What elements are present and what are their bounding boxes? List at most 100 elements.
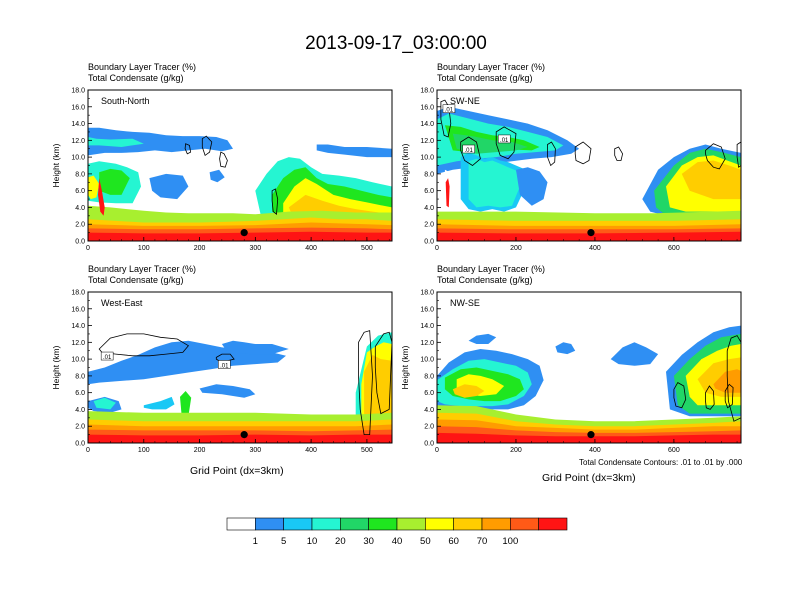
condensate-contour — [374, 331, 392, 415]
colorbar-swatch — [425, 517, 454, 531]
colorbar-swatch — [283, 517, 313, 531]
condensate-contour — [271, 188, 279, 215]
panel-2-title-condensate: Total Condensate (g/kg) — [437, 73, 533, 83]
colorbar-swatch — [481, 517, 511, 531]
colorbar-label: 5 — [281, 536, 287, 547]
y-tick-label: 18.0 — [71, 88, 85, 95]
condensate-contour — [736, 141, 741, 168]
colorbar-label: 50 — [420, 536, 431, 547]
y-tick-label: 16.0 — [420, 306, 434, 313]
y-tick-label: 8.0 — [424, 373, 434, 380]
y-tick-label: 18.0 — [71, 290, 85, 297]
condensate-contour — [726, 335, 741, 422]
condensate-contour — [184, 143, 192, 155]
panel-1-title-tracer: Boundary Layer Tracer (%) — [88, 62, 197, 72]
y-tick-label: 18.0 — [420, 290, 434, 297]
shaded-region — [209, 169, 225, 183]
shaded-region — [516, 167, 548, 206]
panel-west-east: .01 .01 0.0 2.0 4.0 6.0 8.0 10.0 12.0 14.0 16.0 18.… — [51, 290, 393, 454]
location-marker — [240, 229, 248, 237]
shaded-region — [316, 144, 392, 158]
x-tick-label: 200 — [510, 447, 522, 454]
y-tick-label: 16.0 — [71, 306, 85, 313]
y-tick-label: 6.0 — [424, 390, 434, 397]
shaded-region — [88, 434, 392, 443]
panel-1-title-condensate: Total Condensate (g/kg) — [88, 73, 184, 83]
shaded-region — [180, 391, 192, 417]
shaded-region — [99, 168, 130, 195]
contour-label-box — [218, 360, 231, 369]
x-tick-label: 100 — [138, 245, 150, 252]
contour-label-box — [442, 104, 456, 113]
x-tick-label: 0 — [86, 447, 90, 454]
x-tick-label: 0 — [435, 245, 439, 252]
y-tick-label: 6.0 — [75, 390, 85, 397]
y-tick-label: 2.0 — [424, 424, 434, 431]
condensate-contour — [215, 353, 235, 362]
figure-title: 2013-09-17_03:00:00 — [305, 33, 487, 54]
shaded-region — [452, 384, 485, 398]
condensate-contour — [724, 383, 734, 409]
contour-label-box — [462, 144, 475, 154]
panel-south-north: 0.0 2.0 4.0 6.0 8.0 10.0 12.0 14.0 16.0 18.0 0 100 2… — [51, 88, 393, 252]
panel-3-title-condensate: Total Condensate (g/kg) — [88, 275, 184, 285]
panel-nw-se: 0.0 2.0 4.0 6.0 8.0 10.0 12.0 14.0 16.0 18.0 0 200 4… — [400, 290, 742, 454]
y-tick-label: 0.0 — [75, 239, 85, 246]
y-axis-label: Height (km) — [400, 345, 410, 389]
condensate-contour — [705, 385, 715, 410]
x-tick-label: 400 — [589, 447, 601, 454]
condensate-contour — [460, 136, 481, 166]
x-tick-label: 0 — [435, 447, 439, 454]
condensate-contour — [440, 99, 452, 138]
shaded-region — [149, 173, 189, 200]
contour-label-box — [100, 351, 114, 361]
x-tick-label: 200 — [194, 447, 206, 454]
colorbar-swatch — [311, 517, 341, 531]
colorbar-label: 100 — [502, 536, 519, 547]
condensate-contour — [219, 151, 228, 168]
location-marker — [587, 229, 595, 237]
y-tick-label: 6.0 — [424, 188, 434, 195]
colorbar — [226, 517, 568, 531]
y-tick-label: 14.0 — [71, 121, 85, 128]
panel-3-title-tracer: Boundary Layer Tracer (%) — [88, 264, 197, 274]
colorbar-swatch — [396, 517, 426, 531]
y-tick-label: 12.0 — [71, 138, 85, 145]
colorbar-swatch — [538, 517, 568, 531]
shaded-region — [88, 127, 233, 156]
y-tick-label: 0.0 — [424, 441, 434, 448]
x-tick-label: 400 — [305, 447, 317, 454]
shaded-region — [681, 160, 741, 200]
panel-sw-ne: .01 .01 .01 0.0 2.0 4.0 6.0 8.0 10.0 12.0 14.0 16.0… — [400, 88, 742, 252]
colorbar-swatch — [368, 517, 398, 531]
y-tick-label: 12.0 — [71, 340, 85, 347]
x-tick-label: 200 — [194, 245, 206, 252]
location-marker — [587, 431, 595, 439]
y-tick-label: 10.0 — [71, 155, 85, 162]
panel-3-title: Boundary Layer Tracer (%) Total Condensa… — [88, 264, 196, 286]
shaded-region — [88, 137, 144, 147]
condensate-contour — [358, 330, 373, 436]
shaded-region — [610, 342, 659, 366]
shaded-region — [437, 231, 741, 241]
contour-label: .01 — [465, 148, 474, 154]
colorbar-label: 70 — [476, 536, 488, 547]
shaded-region — [468, 158, 520, 208]
y-tick-label: 12.0 — [420, 138, 434, 145]
shaded-region — [221, 340, 289, 355]
shaded-region — [199, 384, 256, 398]
shaded-region — [468, 333, 497, 344]
cross-section-label: West-East — [101, 298, 143, 308]
colorbar-label: 20 — [335, 536, 346, 547]
x-tick-label: 600 — [668, 447, 680, 454]
x-tick-label: 0 — [86, 245, 90, 252]
x-tick-label: 100 — [138, 447, 150, 454]
x-tick-label: 600 — [668, 245, 680, 252]
plot-area — [437, 292, 741, 443]
x-tick-label: 400 — [305, 245, 317, 252]
condensate-contour — [673, 382, 687, 409]
colorbar-swatch — [340, 517, 369, 531]
plot-area: .01 .01 — [88, 292, 392, 443]
panel-4-xlabel: Grid Point (dx=3km) — [542, 472, 636, 484]
condensate-contour — [574, 141, 592, 165]
